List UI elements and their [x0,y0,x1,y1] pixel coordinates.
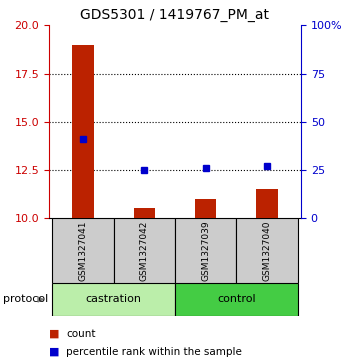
Text: ■: ■ [49,329,60,339]
Text: ■: ■ [49,347,60,357]
Text: count: count [66,329,96,339]
Bar [52,283,175,316]
Text: percentile rank within the sample: percentile rank within the sample [66,347,242,357]
Bar [72,45,93,218]
Text: GSM1327039: GSM1327039 [201,220,210,281]
Text: GSM1327042: GSM1327042 [140,220,149,281]
Bar [195,199,217,218]
Text: GSM1327040: GSM1327040 [263,220,272,281]
Bar [52,218,113,283]
Text: control: control [217,294,256,305]
Text: GSM1327041: GSM1327041 [78,220,87,281]
Text: protocol: protocol [4,294,49,305]
Bar [113,218,175,283]
Bar [237,218,298,283]
Bar [133,208,155,218]
Bar [257,189,278,218]
Text: castration: castration [85,294,141,305]
Bar [175,283,298,316]
Title: GDS5301 / 1419767_PM_at: GDS5301 / 1419767_PM_at [80,8,270,22]
Bar [175,218,237,283]
